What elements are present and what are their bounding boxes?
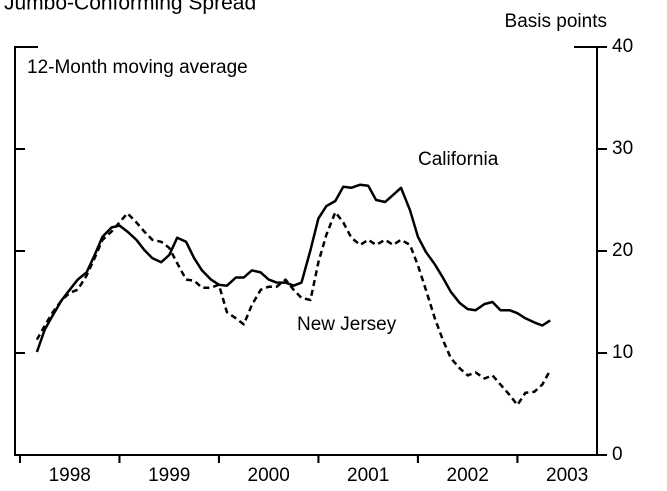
annotation: 12-Month moving average: [27, 57, 248, 78]
x-tick-label: 2002: [447, 465, 489, 486]
x-tick-label: 2003: [546, 465, 588, 486]
x-tick-label: 2001: [347, 465, 389, 486]
y-tick-label: 10: [612, 342, 633, 363]
y-tick-label: 30: [612, 138, 633, 159]
x-tick-label: 1998: [49, 465, 91, 486]
series-label: California: [418, 149, 499, 170]
y-tick-label: 0: [612, 444, 623, 465]
x-tick-label: 2000: [248, 465, 290, 486]
series-line: [35, 183, 551, 353]
y-tick-label: 20: [612, 240, 633, 261]
y-tick-label: 40: [612, 36, 633, 57]
y-axis-label: Basis points: [505, 11, 607, 32]
series-line: [35, 210, 552, 407]
chart-title: Jumbo-Conforming Spread: [4, 0, 256, 15]
x-tick-label: 1999: [148, 465, 190, 486]
series-label: New Jersey: [297, 314, 397, 335]
